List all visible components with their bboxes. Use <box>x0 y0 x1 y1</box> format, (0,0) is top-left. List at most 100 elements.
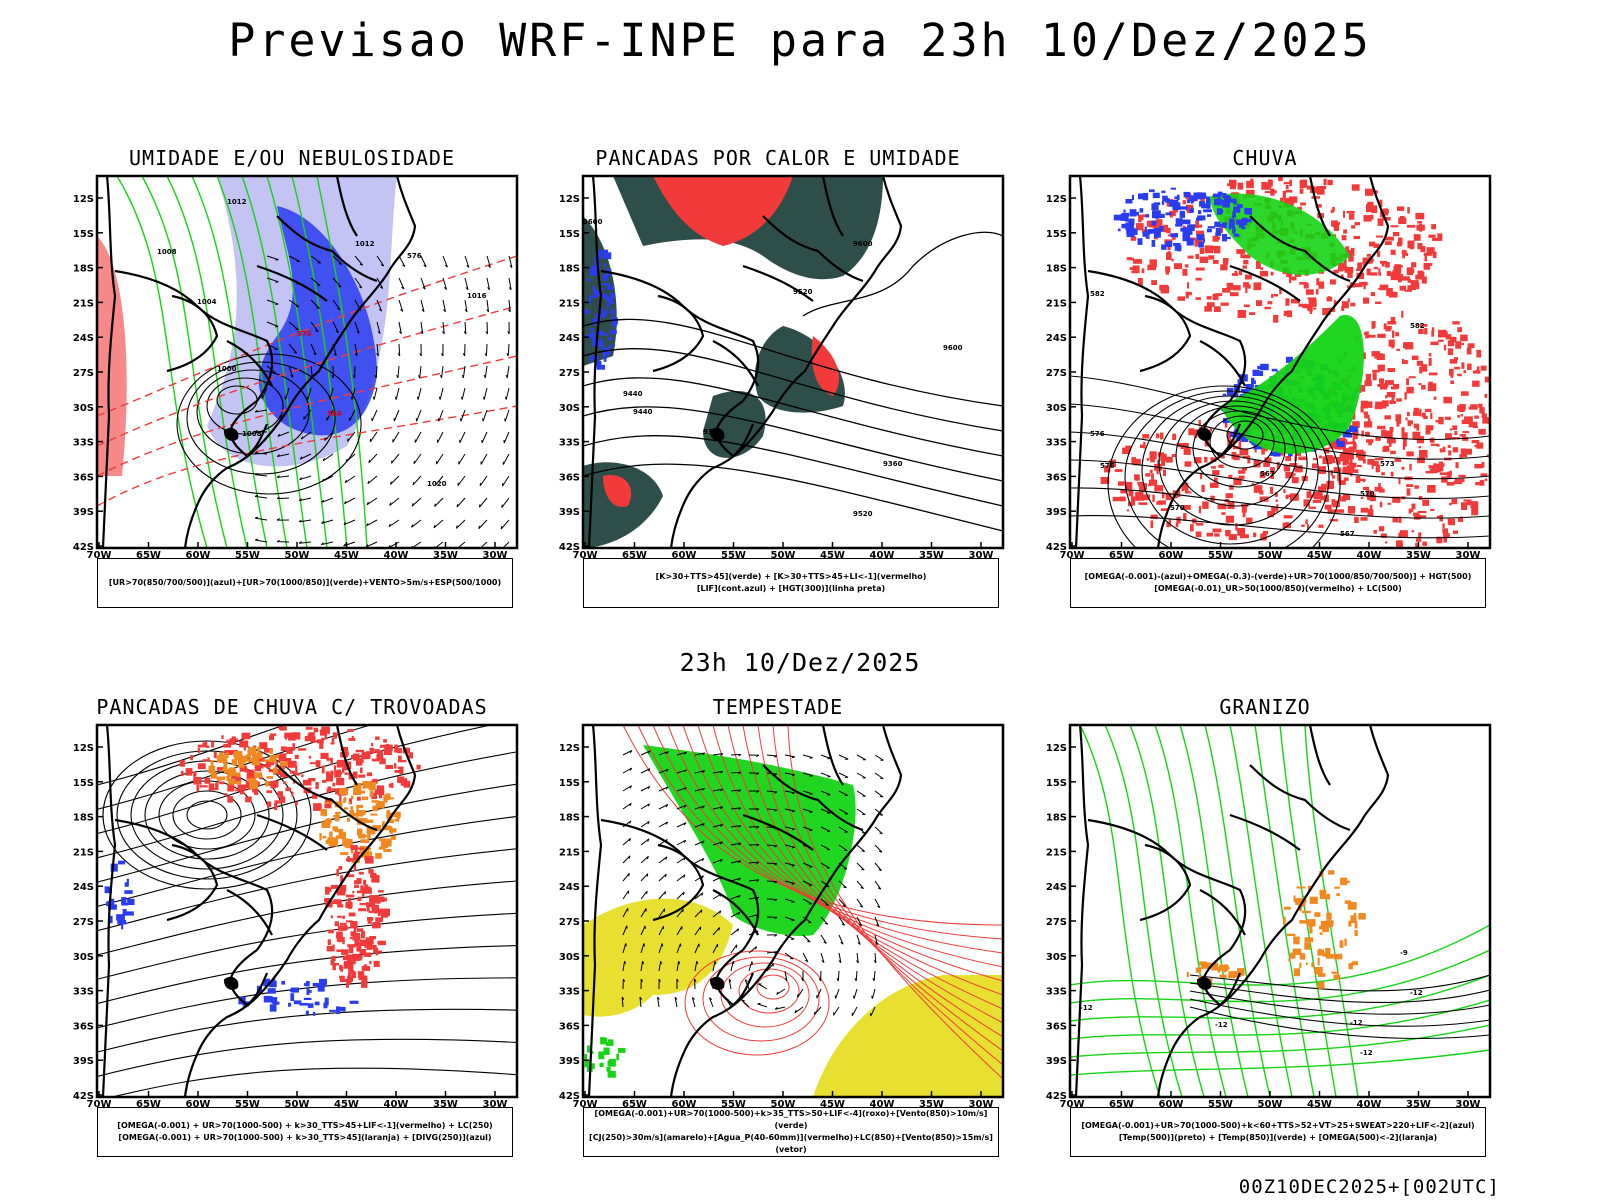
lc850-red <box>757 725 1003 1052</box>
lon-label: 60W <box>1159 1099 1184 1110</box>
contour-label: 9520 <box>793 288 813 296</box>
valid-time-label: 23h 10/Dez/2025 <box>679 648 921 677</box>
border-bolivia <box>114 818 274 951</box>
thickness-contour <box>97 255 517 417</box>
lon-label: 70W <box>573 1099 598 1110</box>
lat-label: 12S <box>1046 194 1067 205</box>
border-state-3 <box>742 264 814 302</box>
legend-line: [UR>70(850/700/500)](azul)+[UR>70(1000/8… <box>108 578 502 587</box>
hgt500-contour <box>1070 514 1490 539</box>
temp850-green <box>1179 725 1249 1097</box>
lon-label: 45W <box>820 550 845 561</box>
lat-label: 30S <box>559 403 580 414</box>
lon-label: 65W <box>136 550 161 561</box>
legend-box: [OMEGA(-0.001)+UR>70(1000-500)+k>35_TTS>… <box>583 1107 999 1157</box>
temp850-green <box>1070 1024 1490 1058</box>
hgt500-contour <box>1070 487 1490 519</box>
pressure-isobar <box>186 361 336 475</box>
lc850-red <box>652 725 1003 954</box>
border-state-4 <box>1308 725 1331 786</box>
hgt300-contour <box>802 231 1003 317</box>
lat-label: 24S <box>1046 333 1067 344</box>
k-tts-li-red-2 <box>811 336 840 396</box>
lat-label: 39S <box>1046 507 1067 518</box>
contour-label: -9 <box>1400 949 1408 957</box>
map-frame <box>581 723 1005 1099</box>
legend-line: [OMEGA(-0.001)+UR>70(1000-500)+k<60+TTS>… <box>1081 1121 1475 1130</box>
temp500-black <box>1189 982 1490 1003</box>
lat-label: 12S <box>1046 743 1067 754</box>
hgt500-contour <box>1141 395 1319 545</box>
legend-line: [OMEGA(-0.001) + UR>70(1000-500) + k>30_… <box>117 1121 493 1130</box>
lat-label: 24S <box>559 333 580 344</box>
thickness-contour <box>97 405 517 507</box>
divergence-blue <box>238 977 359 1016</box>
temp850-green <box>1070 949 1490 1004</box>
border-paraguay <box>1139 294 1192 373</box>
temp850-green <box>1204 725 1271 1097</box>
contour-label: 567 <box>1260 470 1275 478</box>
panel-chuva: CHUVA 582 576 576 570 567 567 570 582 573 12S 15S 1… <box>1045 146 1492 626</box>
lat-label: 39S <box>73 1056 94 1067</box>
lat-label: 21S <box>1046 847 1067 858</box>
contour-label: -12 <box>1080 1004 1093 1012</box>
lon-label: 30W <box>483 550 508 561</box>
green-humidity-contour <box>241 176 308 548</box>
contour-label: 582 <box>1090 290 1105 298</box>
panel-title: GRANIZO <box>1219 695 1311 719</box>
hgt500-contour <box>1070 403 1490 460</box>
lon-label: 65W <box>1109 550 1134 561</box>
lat-label: 27S <box>73 368 94 379</box>
border-state-3 <box>1229 813 1301 851</box>
lon-label: 50W <box>771 1099 796 1110</box>
contour-label: 1004 <box>197 298 217 306</box>
contour-label: 576 <box>1100 462 1115 470</box>
lon-label: 30W <box>969 550 994 561</box>
border-state <box>1199 340 1246 387</box>
border-uruguay <box>229 949 269 1007</box>
lat-label: 36S <box>1046 472 1067 483</box>
k-tts-li-red <box>653 176 793 246</box>
map-layers <box>583 725 1003 1097</box>
country-borders <box>1074 725 1390 1097</box>
border-state <box>712 340 759 387</box>
lat-label: 18S <box>1046 813 1067 824</box>
hgt500-contour <box>1209 415 1275 469</box>
lc850-red <box>697 725 1003 996</box>
border-state-2 <box>1249 764 1351 832</box>
lat-label: 21S <box>73 847 94 858</box>
lat-label: 27S <box>73 917 94 928</box>
contour-label: 1000 <box>217 365 237 373</box>
omega-green <box>1220 315 1364 454</box>
pressure-isobar <box>216 385 258 415</box>
humidity-blue-850-500 <box>258 206 377 436</box>
hgt500-contour <box>1070 431 1490 480</box>
border-state-4 <box>335 176 358 237</box>
legend-line: [OMEGA(-0.001) + UR>70(1000-500) + k>30_… <box>118 1133 492 1142</box>
temp850-green <box>1229 725 1293 1097</box>
green-humidity-contour <box>191 176 268 548</box>
pressure-isobar <box>196 369 310 455</box>
map-content: -12 -12 -12 -12 -9 -12 12S 15S 18S 21S 24S 27S 30S 33… <box>1046 723 1492 1110</box>
lon-label: 55W <box>1208 550 1233 561</box>
lat-label: 18S <box>559 264 580 275</box>
border-state-3 <box>256 813 328 851</box>
lon-label: 55W <box>1208 1099 1233 1110</box>
contour-label: 1012 <box>355 240 375 248</box>
lat-label: 30S <box>1046 952 1067 963</box>
coastline-east <box>669 725 903 1097</box>
coastline-west <box>101 725 117 1097</box>
hgt500-contour <box>1226 420 1264 450</box>
lat-label: 21S <box>559 847 580 858</box>
map-layers <box>97 725 517 1097</box>
lon-label: 40W <box>870 1099 895 1110</box>
thickness-contour <box>97 355 517 477</box>
map-layers: -12 -12 -12 -12 -9 -12 <box>1070 725 1490 1097</box>
lon-label: 60W <box>1159 550 1184 561</box>
hgt500-contour <box>1070 375 1490 441</box>
map-chuva: 582 576 576 570 567 567 570 582 573 12S 15S 18S 21S 2… <box>1046 174 1492 561</box>
lon-label: 50W <box>1258 1099 1283 1110</box>
hgt500-contour <box>1124 390 1330 548</box>
lat-label: 36S <box>73 1021 94 1032</box>
lon-label: 40W <box>1357 550 1382 561</box>
